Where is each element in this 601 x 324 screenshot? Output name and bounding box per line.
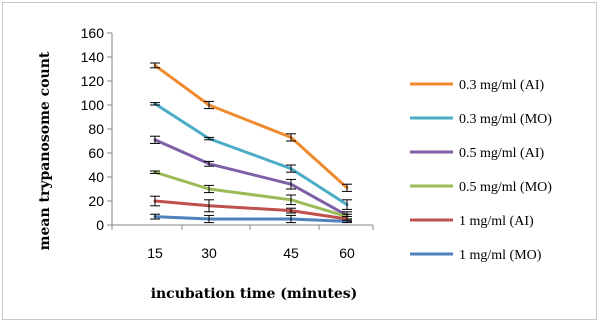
- y-tick-label: 0: [96, 217, 104, 233]
- y-tick-label: 20: [88, 193, 104, 209]
- y-tick-label: 40: [88, 169, 104, 185]
- x-tick-label: 45: [283, 245, 299, 261]
- series-line: [153, 102, 349, 207]
- series-line: [153, 215, 349, 223]
- legend-label: 0.3 mg/ml (MO): [459, 112, 552, 127]
- y-tick-label: 80: [88, 121, 104, 137]
- x-tick-label: 30: [201, 245, 217, 261]
- legend-label: 0.5 mg/ml (AI): [459, 146, 544, 161]
- series-line: [153, 63, 349, 190]
- legend-label: 1 mg/ml (MO): [459, 248, 542, 263]
- x-tick-label: 15: [147, 245, 163, 261]
- y-tick-label: 100: [81, 97, 105, 113]
- y-tick-label: 60: [88, 145, 104, 161]
- legend-label: 1 mg/ml (AI): [459, 214, 534, 229]
- y-tick-label: 120: [81, 73, 105, 89]
- legend-label: 0.5 mg/ml (MO): [459, 180, 552, 195]
- series-line: [153, 170, 349, 219]
- series-line: [153, 199, 349, 221]
- x-tick-label: 60: [339, 245, 355, 261]
- chart-frame: 0 20 40 60 80 100 120 140 160 15 30 45 60 0.3 mg/ml …: [2, 2, 597, 320]
- chart: 0 20 40 60 80 100 120 140 160 15 30 45 60 0.3 mg/ml …: [37, 25, 552, 302]
- series-line: [153, 138, 349, 217]
- y-tick-label: 140: [81, 49, 105, 65]
- y-axis-title: mean trypanosome count: [37, 51, 53, 250]
- x-axis-title: incubation time (minutes): [151, 286, 358, 302]
- legend-label: 0.3 mg/ml (AI): [459, 78, 544, 93]
- y-tick-label: 160: [81, 25, 105, 41]
